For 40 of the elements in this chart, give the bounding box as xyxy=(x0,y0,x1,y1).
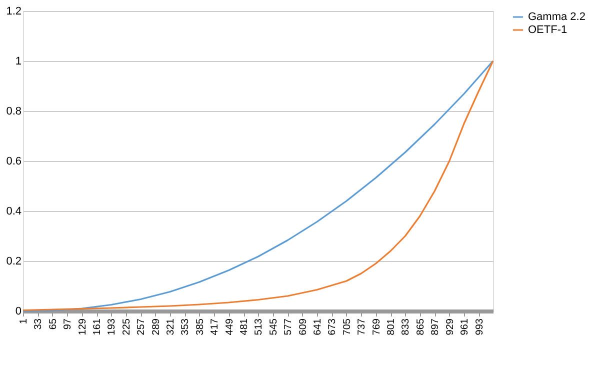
y-tick-label: 0.4 xyxy=(6,206,22,218)
x-tick-label: 33 xyxy=(33,318,44,330)
legend-label: OETF-1 xyxy=(528,24,568,36)
x-tick-label: 289 xyxy=(150,318,162,336)
x-tick-label: 897 xyxy=(430,318,442,336)
x-tick-label: 449 xyxy=(224,318,236,336)
x-tick-label: 321 xyxy=(166,318,177,336)
x-tick-label: 353 xyxy=(180,318,192,336)
x-tick-label: 961 xyxy=(460,318,471,336)
x-tick-label: 257 xyxy=(136,318,148,336)
y-tick-label: 0 xyxy=(15,306,22,318)
y-tick-label: 0.8 xyxy=(6,106,22,118)
x-tick-label: 65 xyxy=(48,318,59,330)
x-tick-label: 929 xyxy=(444,318,456,336)
legend-label: Gamma 2.2 xyxy=(528,11,586,23)
x-tick-label: 641 xyxy=(312,318,324,336)
x-tick-label: 673 xyxy=(327,318,338,336)
x-tick-label: 193 xyxy=(106,318,118,336)
y-tick-label: 1.2 xyxy=(6,6,22,18)
x-tick-label: 225 xyxy=(121,318,132,336)
x-tick-label: 513 xyxy=(254,318,265,336)
x-tick-label: 865 xyxy=(415,318,426,336)
x-tick-label: 97 xyxy=(62,318,74,330)
y-tick-label: 0.6 xyxy=(6,156,22,168)
x-tick-label: 801 xyxy=(386,318,398,336)
y-tick-label: 0.2 xyxy=(6,256,22,268)
x-tick-label: 705 xyxy=(342,318,353,336)
x-tick-label: 769 xyxy=(371,318,382,336)
x-tick-label: 545 xyxy=(268,318,280,336)
x-tick-label: 385 xyxy=(194,318,206,336)
x-tick-label: 161 xyxy=(92,318,104,336)
y-tick-label: 1 xyxy=(15,56,22,68)
x-tick-label: 737 xyxy=(356,318,368,336)
x-tick-label: 129 xyxy=(77,318,88,336)
x-tick-label: 833 xyxy=(400,318,412,336)
x-tick-label: 609 xyxy=(298,318,309,336)
x-tick-label: 577 xyxy=(283,318,294,336)
x-tick-label: 481 xyxy=(239,318,250,336)
x-tick-label: 993 xyxy=(474,318,486,336)
x-tick-label: 417 xyxy=(210,318,221,336)
